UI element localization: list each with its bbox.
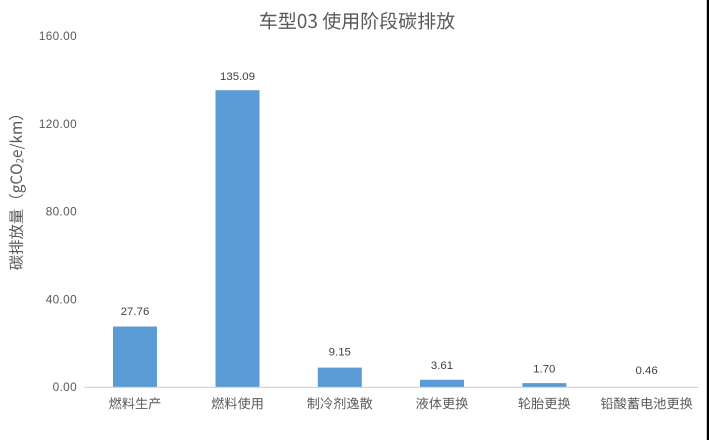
svg-text:3.61: 3.61 (431, 360, 453, 372)
svg-text:160.00: 160.00 (39, 29, 77, 43)
svg-text:9.15: 9.15 (329, 347, 351, 359)
svg-text:120.00: 120.00 (39, 117, 77, 131)
svg-text:27.76: 27.76 (121, 306, 150, 318)
svg-text:0.00: 0.00 (53, 380, 77, 394)
svg-text:1.70: 1.70 (533, 364, 555, 376)
svg-text:80.00: 80.00 (46, 205, 77, 219)
svg-text:0.46: 0.46 (635, 365, 657, 377)
svg-text:40.00: 40.00 (46, 292, 77, 306)
svg-text:135.09: 135.09 (220, 71, 255, 83)
